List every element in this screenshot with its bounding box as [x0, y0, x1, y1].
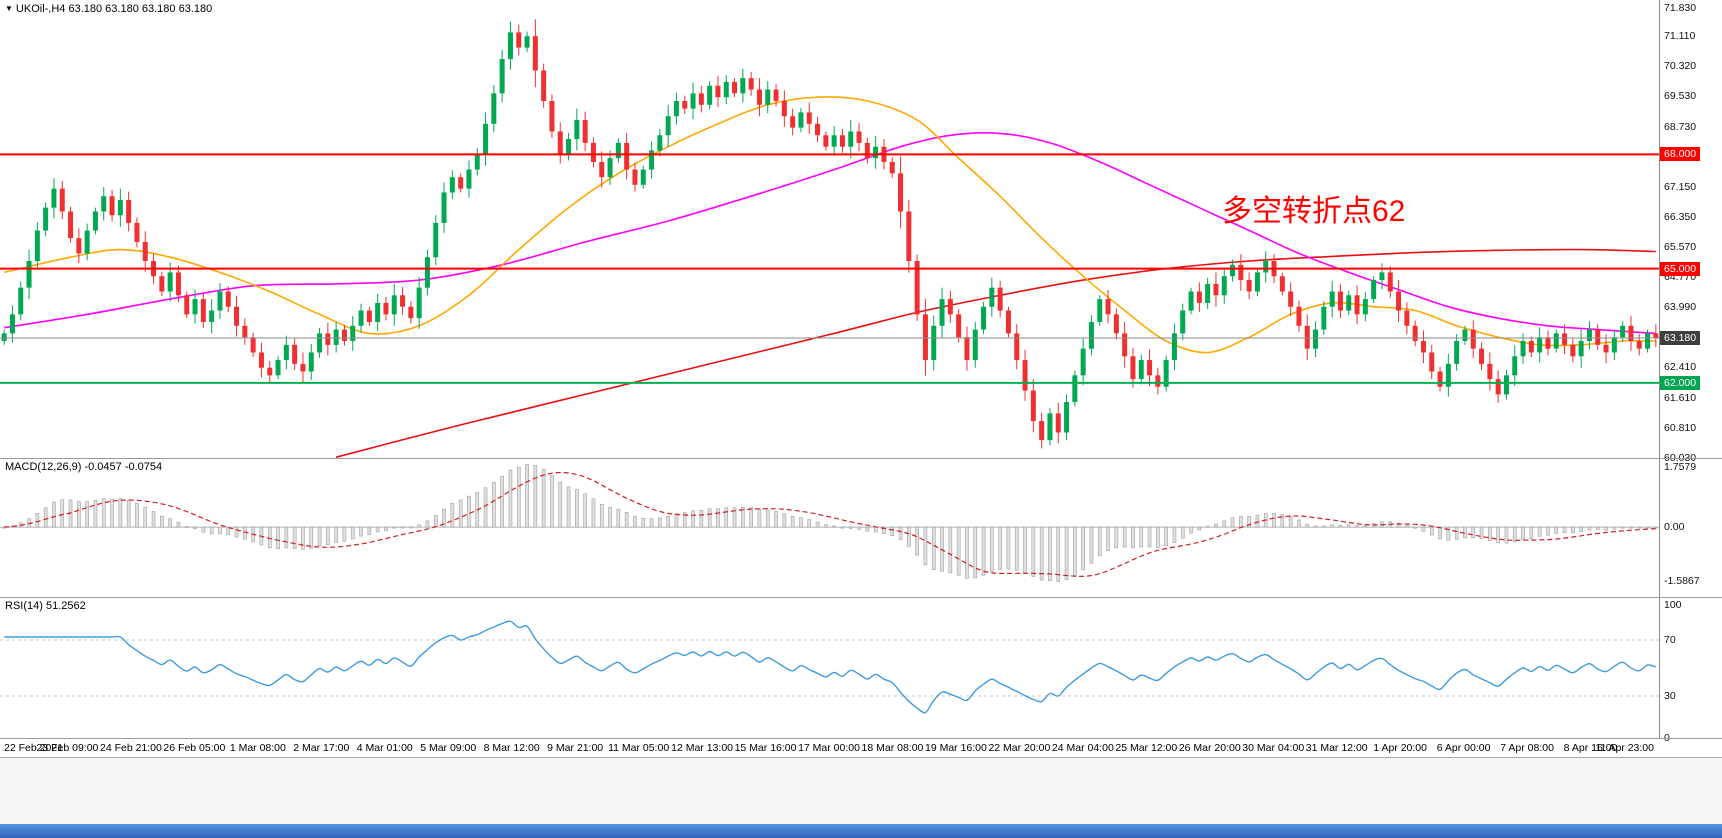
time-axis-label: 18 Mar 08:00 [861, 742, 924, 754]
time-axis-label: 17 Mar 00:00 [798, 742, 860, 754]
axis-label: 63.990 [1664, 301, 1697, 314]
time-axis-label: 22 Feb 2021 [4, 742, 63, 754]
status-strip [0, 757, 1722, 825]
axis-label: 1.7579 [1664, 461, 1697, 474]
panel-separator [0, 738, 1722, 739]
time-axis-label: 26 Mar 20:00 [1178, 742, 1241, 754]
time-axis-label: 2 Mar 17:00 [293, 742, 350, 754]
macd-histogram [2, 464, 1658, 582]
symbol-marker-icon: ▼ [5, 4, 13, 13]
time-axis-label: 22 Mar 20:00 [988, 742, 1051, 754]
candles [1, 19, 1659, 449]
price-badge: 68.000 [1660, 147, 1701, 162]
axis-label: 62.410 [1664, 361, 1697, 374]
time-axis-label: 9 Mar 21:00 [547, 742, 604, 754]
macd-panel[interactable]: MACD(12,26,9) -0.0457 -0.0754 [0, 459, 1660, 597]
time-axis-label: 1 Apr 20:00 [1373, 742, 1427, 754]
axis-label: 61.610 [1664, 391, 1697, 404]
axis-label: 100 [1664, 599, 1682, 611]
time-axis-label: 11 Mar 05:00 [608, 742, 670, 754]
time-axis-label: 4 Mar 01:00 [356, 742, 413, 754]
time-axis-label: 1 Mar 08:00 [229, 742, 286, 754]
rsi-line [4, 620, 1657, 714]
symbol-info: ▼ UKOil-,H4 63.180 63.180 63.180 63.180 [5, 3, 212, 15]
macd-signal-line [4, 471, 1656, 577]
time-axis-label: 24 Mar 04:00 [1051, 742, 1114, 754]
horizontal-lines[interactable] [0, 153, 1660, 384]
time-axis-label: 24 Feb 21:00 [99, 742, 162, 754]
time-axis-label: 11 Apr 23:00 [1595, 742, 1654, 754]
axis-label: 71.110 [1664, 29, 1696, 42]
main-chart-panel[interactable]: ▼ UKOil-,H4 63.180 63.180 63.180 63.180 多… [0, 0, 1660, 458]
axis-label: 70.320 [1664, 59, 1697, 72]
time-axis-label: 6 Apr 00:00 [1436, 742, 1491, 754]
symbol-ohlc-label: UKOil-,H4 63.180 63.180 63.180 63.180 [15, 3, 213, 15]
axis-label: 65.570 [1664, 240, 1697, 253]
ma-orange-line [4, 96, 1656, 354]
axis-label: 70 [1664, 634, 1676, 646]
time-axis-label: 19 Mar 16:00 [924, 742, 987, 754]
axis-label: -1.5867 [1664, 575, 1700, 588]
time-axis-label: 31 Mar 12:00 [1305, 742, 1368, 754]
macd-canvas[interactable] [0, 459, 1660, 597]
ma-slow-red-line [335, 248, 1656, 458]
axis-label: 68.730 [1664, 120, 1697, 133]
main-chart-canvas[interactable] [0, 0, 1660, 458]
time-axis-label: 5 Mar 09:00 [420, 742, 477, 754]
time-axis-label: 12 Mar 13:00 [671, 742, 733, 754]
price-axis[interactable]: 71.830 71.110 70.320 69.530 68.730 67.150 66.3… [1659, 0, 1722, 744]
time-axis-label: 30 Mar 04:00 [1242, 742, 1305, 754]
axis-label: 69.530 [1664, 90, 1697, 103]
price-badge: 62.000 [1660, 375, 1701, 390]
price-badge: 65.000 [1660, 261, 1701, 276]
axis-label: 67.150 [1664, 180, 1697, 193]
panel-separator[interactable] [0, 458, 1722, 459]
time-axis-label: 15 Mar 16:00 [734, 742, 797, 754]
moving-averages [4, 96, 1656, 458]
axis-label: 60.810 [1664, 422, 1697, 435]
axis-label: 66.350 [1664, 211, 1697, 224]
time-axis-label: 26 Feb 05:00 [163, 742, 226, 754]
macd-label: MACD(12,26,9) -0.0457 -0.0754 [5, 461, 163, 473]
axis-label: 30 [1664, 690, 1676, 702]
rsi-panel[interactable]: RSI(14) 51.2562 [0, 598, 1660, 738]
ma-magenta-line [4, 132, 1656, 335]
price-badge: 63.180 [1660, 330, 1701, 345]
taskbar[interactable] [0, 824, 1722, 838]
axis-label: 0.00 [1664, 521, 1685, 534]
rsi-label: RSI(14) 51.2562 [5, 600, 86, 612]
annotation-text: 多空转折点62 [1222, 195, 1406, 228]
time-axis-label: 23 Feb 09:00 [36, 742, 99, 754]
time-axis-label: 8 Mar 12:00 [483, 742, 540, 754]
axis-label: 71.830 [1664, 2, 1697, 15]
panel-separator[interactable] [0, 597, 1722, 598]
time-axis-label: 7 Apr 08:00 [1500, 742, 1554, 754]
rsi-canvas[interactable] [0, 598, 1660, 738]
time-axis[interactable]: 22 Feb 2021 23 Feb 09:00 24 Feb 21:00 26 Fe… [0, 739, 1660, 757]
time-axis-label: 25 Mar 12:00 [1115, 742, 1178, 754]
time-axis-label: 8 Apr 16:00 [1563, 742, 1618, 754]
